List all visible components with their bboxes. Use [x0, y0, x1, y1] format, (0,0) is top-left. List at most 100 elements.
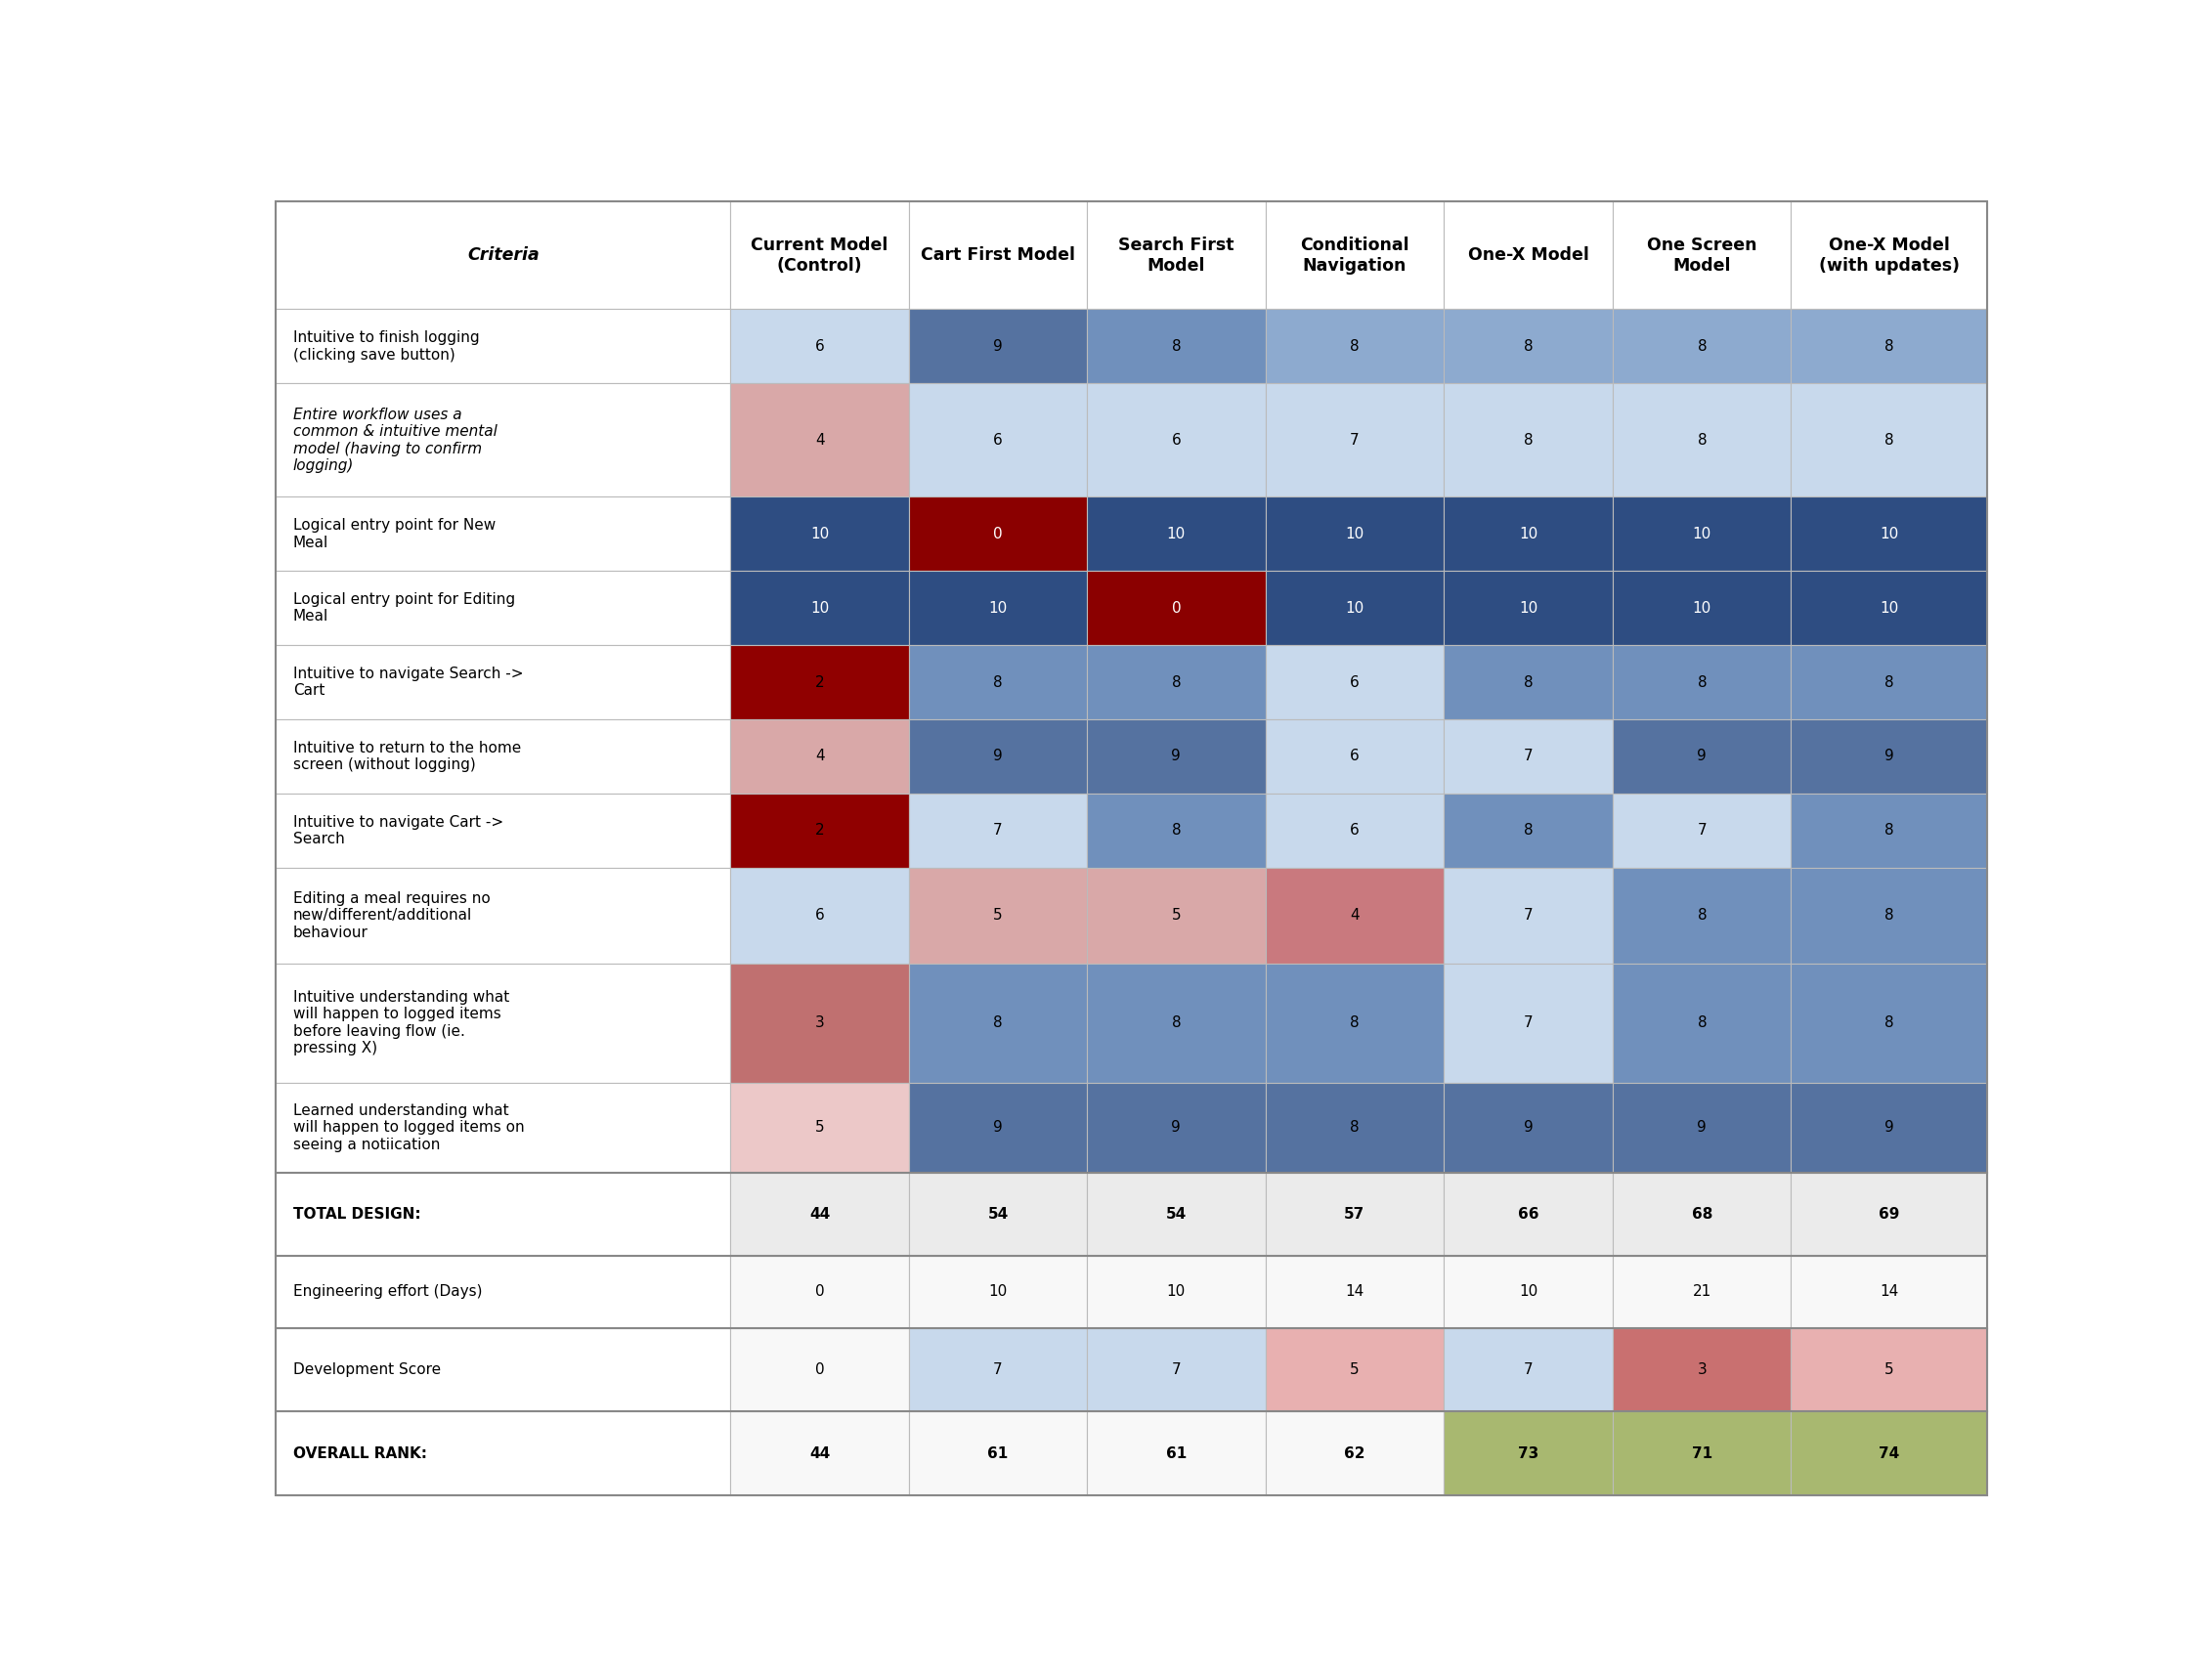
Text: 8: 8 — [1883, 823, 1894, 838]
Bar — [276, 571, 731, 645]
Text: 10: 10 — [1694, 601, 1711, 615]
Text: 8: 8 — [1698, 433, 1707, 447]
Text: 54: 54 — [987, 1206, 1009, 1221]
Text: Editing a meal requires no
new/different/additional
behaviour: Editing a meal requires no new/different… — [294, 890, 490, 939]
Bar — [1791, 571, 1987, 645]
Bar — [910, 1257, 1086, 1327]
Text: 9: 9 — [994, 339, 1002, 353]
Text: 8: 8 — [1349, 1016, 1360, 1030]
Bar — [1265, 1173, 1444, 1257]
Bar — [731, 309, 910, 383]
Bar — [1265, 383, 1444, 497]
Bar — [1444, 571, 1612, 645]
Text: 8: 8 — [1524, 433, 1532, 447]
Bar — [910, 719, 1086, 793]
Text: 10: 10 — [989, 601, 1007, 615]
Text: 10: 10 — [810, 601, 828, 615]
Bar — [1791, 1327, 1987, 1411]
Text: 6: 6 — [815, 339, 824, 353]
Bar — [1086, 1327, 1265, 1411]
Bar — [1086, 383, 1265, 497]
Text: 66: 66 — [1517, 1206, 1539, 1221]
Text: 6: 6 — [994, 433, 1002, 447]
Text: 5: 5 — [1349, 1362, 1360, 1378]
Bar — [276, 1327, 731, 1411]
Text: 7: 7 — [1524, 749, 1532, 764]
Bar — [731, 497, 910, 571]
Bar — [731, 1082, 910, 1173]
Bar — [1612, 1257, 1791, 1327]
Bar — [1444, 1082, 1612, 1173]
Text: 7: 7 — [1172, 1362, 1181, 1378]
Bar — [276, 202, 731, 309]
Text: 8: 8 — [1524, 675, 1532, 689]
Text: 7: 7 — [1698, 823, 1707, 838]
Text: 6: 6 — [1349, 823, 1360, 838]
Text: 73: 73 — [1517, 1446, 1539, 1460]
Bar — [1791, 645, 1987, 719]
Bar — [1791, 497, 1987, 571]
Text: 6: 6 — [1172, 433, 1181, 447]
Bar — [1444, 1257, 1612, 1327]
Bar — [1086, 1082, 1265, 1173]
Text: Logical entry point for New
Meal: Logical entry point for New Meal — [294, 517, 495, 549]
Text: 10: 10 — [1519, 526, 1537, 541]
Bar — [1791, 867, 1987, 963]
Bar — [731, 719, 910, 793]
Bar — [1612, 719, 1791, 793]
Bar — [910, 202, 1086, 309]
Bar — [1444, 383, 1612, 497]
Text: 8: 8 — [1883, 675, 1894, 689]
Text: 2: 2 — [815, 823, 824, 838]
Bar — [1444, 1327, 1612, 1411]
Text: 8: 8 — [1883, 339, 1894, 353]
Text: 3: 3 — [815, 1016, 824, 1030]
Bar — [1086, 1173, 1265, 1257]
Bar — [1265, 1082, 1444, 1173]
Bar — [910, 793, 1086, 867]
Bar — [1086, 963, 1265, 1082]
Bar — [276, 793, 731, 867]
Text: 14: 14 — [1345, 1285, 1365, 1299]
Text: 8: 8 — [1172, 1016, 1181, 1030]
Bar — [276, 1411, 731, 1495]
Text: 8: 8 — [1349, 1121, 1360, 1136]
Bar — [1086, 793, 1265, 867]
Text: 5: 5 — [815, 1121, 824, 1136]
Bar — [1086, 202, 1265, 309]
Text: 44: 44 — [810, 1446, 830, 1460]
Text: 9: 9 — [994, 1121, 1002, 1136]
Text: 0: 0 — [815, 1362, 824, 1378]
Bar — [910, 867, 1086, 963]
Bar — [1791, 1082, 1987, 1173]
Bar — [1086, 1257, 1265, 1327]
Bar — [1612, 1411, 1791, 1495]
Bar — [1265, 571, 1444, 645]
Bar — [1086, 309, 1265, 383]
Bar — [1265, 719, 1444, 793]
Bar — [731, 963, 910, 1082]
Text: 7: 7 — [1349, 433, 1360, 447]
Text: 21: 21 — [1694, 1285, 1711, 1299]
Text: 10: 10 — [1166, 1285, 1186, 1299]
Text: 9: 9 — [1524, 1121, 1532, 1136]
Text: 10: 10 — [1166, 526, 1186, 541]
Bar — [276, 497, 731, 571]
Text: 10: 10 — [989, 1285, 1007, 1299]
Text: 74: 74 — [1879, 1446, 1899, 1460]
Text: 9: 9 — [1172, 749, 1181, 764]
Text: 8: 8 — [1883, 433, 1894, 447]
Text: 9: 9 — [1883, 1121, 1894, 1136]
Text: 10: 10 — [1519, 601, 1537, 615]
Text: 57: 57 — [1345, 1206, 1365, 1221]
Text: One-X Model: One-X Model — [1468, 247, 1590, 264]
Text: Learned understanding what
will happen to logged items on
seeing a notiication: Learned understanding what will happen t… — [294, 1104, 523, 1152]
Text: 61: 61 — [987, 1446, 1009, 1460]
Text: 8: 8 — [1349, 339, 1360, 353]
Bar — [276, 719, 731, 793]
Bar — [910, 1082, 1086, 1173]
Text: 10: 10 — [1879, 601, 1899, 615]
Text: 8: 8 — [994, 675, 1002, 689]
Bar — [276, 1173, 731, 1257]
Text: 6: 6 — [1349, 749, 1360, 764]
